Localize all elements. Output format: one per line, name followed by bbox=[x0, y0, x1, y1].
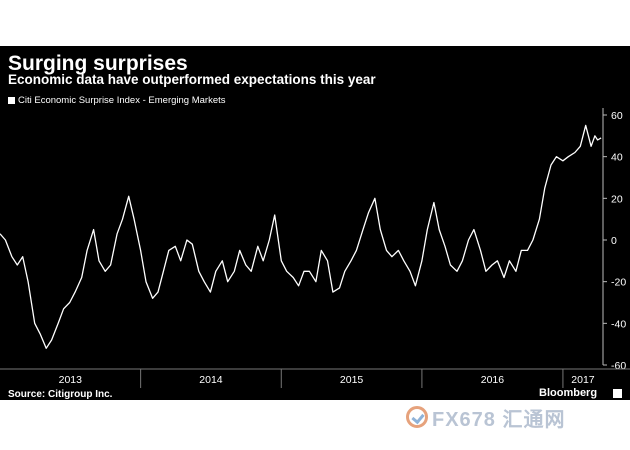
watermark-text: FX678 汇通网 bbox=[432, 408, 566, 431]
y-tick-label: -60 bbox=[611, 360, 626, 372]
legend-label: Citi Economic Surprise Index - Emerging … bbox=[18, 95, 226, 106]
y-tick-label: 40 bbox=[611, 152, 623, 164]
y-tick-label: 20 bbox=[611, 193, 623, 205]
series-line-emerging-markets bbox=[0, 124, 602, 349]
x-tick-label: 2015 bbox=[340, 374, 364, 386]
y-tick-label: 0 bbox=[611, 235, 617, 247]
legend: Citi Economic Surprise Index - Emerging … bbox=[8, 95, 226, 106]
y-tick-label: 60 bbox=[611, 110, 623, 122]
chart-subtitle: Economic data have outperformed expectat… bbox=[8, 72, 376, 87]
bloomberg-logo: Bloomberg bbox=[539, 387, 598, 399]
chart-title: Surging surprises bbox=[8, 52, 188, 75]
legend-swatch bbox=[8, 97, 15, 104]
x-tick-label: 2016 bbox=[481, 374, 505, 386]
x-tick-label: 2014 bbox=[199, 374, 223, 386]
fx678-logo-icon bbox=[406, 406, 428, 428]
x-tick-label: 2013 bbox=[59, 374, 83, 386]
y-tick-label: -20 bbox=[611, 277, 626, 289]
watermark: FX678 汇通网 bbox=[406, 403, 565, 431]
y-tick-label: -40 bbox=[611, 318, 626, 330]
bloomberg-mark-icon bbox=[613, 389, 622, 398]
x-tick-label: 2017 bbox=[571, 374, 595, 386]
source-note: Source: Citigroup Inc. bbox=[8, 389, 113, 400]
chart-panel bbox=[0, 46, 630, 400]
